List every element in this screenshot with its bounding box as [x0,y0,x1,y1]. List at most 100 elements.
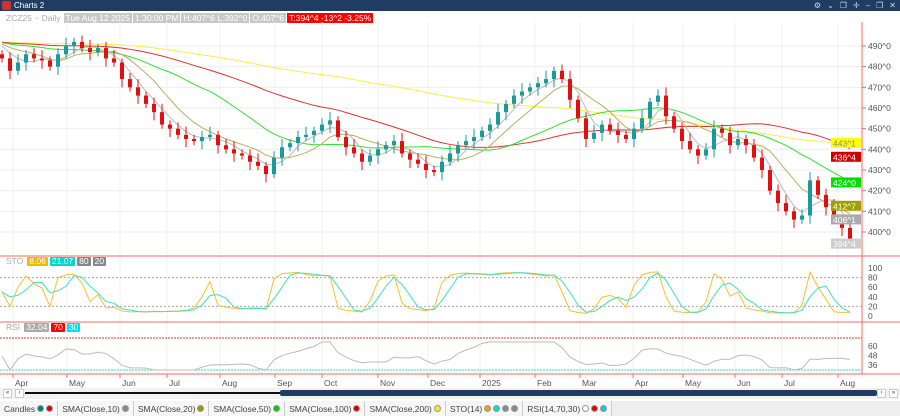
candle-body [560,70,564,80]
month-label: Sep [277,378,292,388]
legend-item[interactable]: SMA(Close,50) [209,401,286,416]
scroll-start-button[interactable]: « [3,389,12,398]
color-dot-icon[interactable] [197,405,205,412]
candle-body [680,128,684,142]
candle-body [752,145,756,158]
month-label: Jul [169,378,180,388]
candle-body [616,130,620,135]
color-dot-icon[interactable] [511,405,519,412]
series-legend: Candles SMA(Close,10) SMA(Close,20) SMA(Clo… [0,401,900,416]
restore-icon[interactable]: ❐ [876,1,884,10]
scroll-right-button[interactable]: › [877,389,886,398]
candle-body [48,60,52,67]
price-tag-label: 424^0 [833,178,856,188]
close-icon[interactable]: ✕ [889,1,896,10]
color-dot-icon[interactable] [591,405,599,412]
color-dot-icon[interactable] [582,405,590,412]
candle-body [72,41,76,46]
legend-label: SMA(Close,20) [137,403,196,414]
candle-body [192,139,196,142]
price-chart[interactable]: 490^0 480^0 470^0 460^0 450^0 440^0 430^0 420^0… [0,0,900,388]
rsi-legend: RSI 32.04 70 30 [4,322,81,332]
legend-item[interactable]: SMA(Close,20) [133,401,210,416]
color-dot-icon[interactable] [502,405,510,412]
candle-body [600,124,604,133]
time-scrollbar[interactable]: « ‹ › » [0,388,900,399]
candle-body [416,159,420,164]
color-dot-icon[interactable] [37,405,45,412]
candle-body [712,128,716,150]
dropdown-icon[interactable]: ⌄ [827,1,834,10]
price-tag-label: 436^4 [833,152,856,162]
sto-tick-label: 80 [868,273,878,283]
price-tag [831,177,861,188]
app-icon [2,1,11,10]
legend-item[interactable]: RSI(14,70,30) [523,401,613,416]
candle-body [592,132,596,140]
sto-tick-label: 60 [868,282,878,292]
color-dot-icon[interactable] [46,405,54,412]
legend-label: RSI(14,70,30) [527,403,581,414]
sto-name: STO [6,256,24,266]
duplicate-icon[interactable]: ❐ [839,1,847,10]
price-tick-label: 420^0 [868,186,891,196]
price-tag [831,137,861,148]
candle-body [480,130,484,137]
color-dot-icon[interactable] [493,405,501,412]
rsi-upper-level: 70 [51,322,65,332]
price-tag-label: 443^1 [833,138,856,148]
legend-item[interactable]: SMA(Close,10) [58,401,134,416]
price-tick-label: 480^0 [868,62,891,72]
candle-body [280,147,284,158]
candle-body [448,153,452,162]
legend-item[interactable]: STO(14) [445,401,524,416]
color-dot-icon[interactable] [484,405,492,412]
candle-body [848,227,852,245]
crosshair-icon[interactable]: ✛ [852,1,860,10]
candle-body [312,130,316,135]
color-dot-icon[interactable] [121,405,129,412]
minimize-icon[interactable]: – [865,1,871,10]
price-tag-label: 406^1 [833,215,856,225]
candle-body [200,136,204,142]
candle-body [24,54,28,63]
price-tick-label: 440^0 [868,144,891,154]
color-dot-icon[interactable] [273,405,281,412]
month-label: 2025 [482,378,501,388]
candle-body [152,103,156,113]
sma-line [1,41,851,150]
candle-body [144,95,148,104]
candle-body [88,48,92,53]
legend-item[interactable]: Candles [0,401,59,416]
settings-gear-icon[interactable]: ⚙ [813,1,822,10]
candle-body [176,128,180,135]
legend-item[interactable]: SMA(Close,100) [285,401,366,416]
candle-body [360,153,364,162]
time-badge: 1:30:00 PM [133,13,181,23]
color-dot-icon[interactable] [433,405,441,412]
rsi-tick-label: 36 [868,360,878,370]
sto-legend: STO 8.06 21.07 80 20 [4,256,107,266]
price-tick-label: 450^0 [868,124,891,134]
scroll-end-button[interactable]: » [889,389,898,398]
candle-body [824,194,828,208]
candle-body [400,141,404,154]
candle-body [464,141,468,146]
candle-body [552,70,556,80]
candle-body [768,170,772,191]
rsi-name: RSI [6,322,21,332]
month-label: Nov [380,378,396,388]
price-tag [831,200,861,211]
scroll-thumb[interactable] [280,390,877,396]
candle-body [536,83,540,88]
candle-body [304,134,308,137]
color-dot-icon[interactable] [600,405,608,412]
legend-item[interactable]: SMA(Close,200) [365,401,446,416]
candle-body [136,87,140,96]
sto-tick-label: 40 [868,292,878,302]
window-titlebar: Charts 2 ⚙ ⌄ ❐ ✛ – ❐ ✕ [0,0,900,11]
color-dot-icon[interactable] [353,405,361,412]
candle-body [568,79,572,100]
scroll-left-button[interactable]: ‹ [15,389,24,398]
candle-body [728,132,732,146]
